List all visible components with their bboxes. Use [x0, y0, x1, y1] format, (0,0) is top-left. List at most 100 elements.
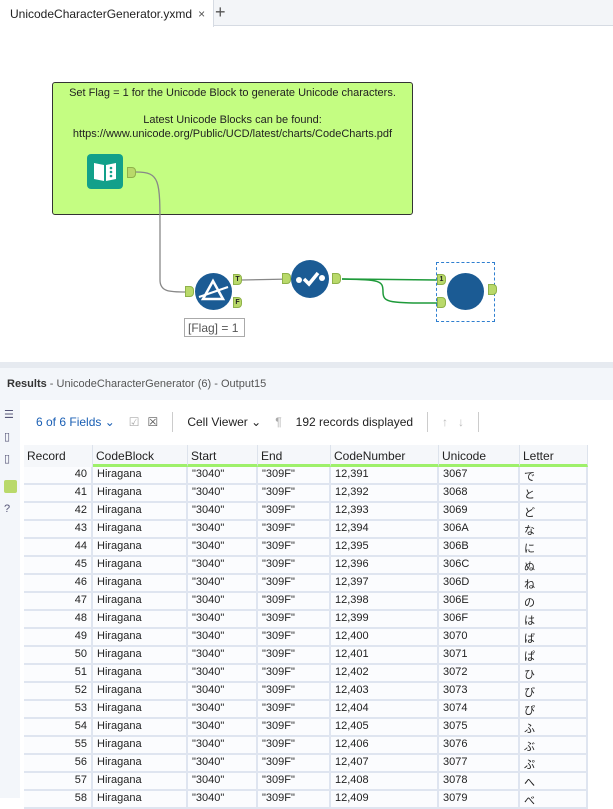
- table-cell[interactable]: "3040": [188, 683, 258, 701]
- table-cell[interactable]: 12,405: [331, 719, 439, 737]
- union-input-port[interactable]: 1: [437, 274, 446, 285]
- table-row[interactable]: 49 Hiragana "3040" "309F" 12,400 3070 ば: [24, 629, 588, 647]
- table-cell[interactable]: 12,409: [331, 791, 439, 809]
- table-cell[interactable]: 12,408: [331, 773, 439, 791]
- table-row[interactable]: 46 Hiragana "3040" "309F" 12,397 306D ね: [24, 575, 588, 593]
- table-cell[interactable]: 54: [24, 719, 93, 737]
- table-cell[interactable]: 40: [24, 467, 93, 485]
- table-cell[interactable]: "3040": [188, 467, 258, 485]
- table-cell[interactable]: 3074: [439, 701, 520, 719]
- table-cell[interactable]: 12,394: [331, 521, 439, 539]
- union-tool-icon[interactable]: [447, 273, 484, 310]
- table-row[interactable]: 48 Hiragana "3040" "309F" 12,399 306F は: [24, 611, 588, 629]
- table-cell[interactable]: へ: [520, 773, 588, 791]
- table-cell[interactable]: Hiragana: [93, 503, 188, 521]
- table-cell[interactable]: "309F": [258, 503, 331, 521]
- table-cell[interactable]: 3067: [439, 467, 520, 485]
- table-cell[interactable]: ね: [520, 575, 588, 593]
- table-cell[interactable]: 3076: [439, 737, 520, 755]
- table-cell[interactable]: 44: [24, 539, 93, 557]
- table-cell[interactable]: Hiragana: [93, 665, 188, 683]
- checkbox-icon[interactable]: ☑: [128, 415, 140, 429]
- close-tab-icon[interactable]: ×: [198, 6, 206, 21]
- output-port[interactable]: [127, 167, 136, 178]
- text-input-tool-icon[interactable]: [87, 154, 123, 189]
- table-cell[interactable]: ば: [520, 629, 588, 647]
- table-cell[interactable]: ど: [520, 503, 588, 521]
- table-cell[interactable]: Hiragana: [93, 593, 188, 611]
- table-cell[interactable]: 12,399: [331, 611, 439, 629]
- table-row[interactable]: 57 Hiragana "3040" "309F" 12,408 3078 へ: [24, 773, 588, 791]
- table-cell[interactable]: 51: [24, 665, 93, 683]
- table-cell[interactable]: "3040": [188, 755, 258, 773]
- table-cell[interactable]: "3040": [188, 737, 258, 755]
- table-cell[interactable]: Hiragana: [93, 629, 188, 647]
- data-anchor-icon[interactable]: [4, 480, 17, 493]
- list-icon[interactable]: ☰: [4, 409, 14, 421]
- table-cell[interactable]: "3040": [188, 593, 258, 611]
- table-cell[interactable]: "3040": [188, 611, 258, 629]
- table-cell[interactable]: 42: [24, 503, 93, 521]
- table-cell[interactable]: "3040": [188, 647, 258, 665]
- table-cell[interactable]: "3040": [188, 629, 258, 647]
- table-cell[interactable]: Hiragana: [93, 539, 188, 557]
- table-cell[interactable]: 306D: [439, 575, 520, 593]
- table-cell[interactable]: "3040": [188, 575, 258, 593]
- table-cell[interactable]: "3040": [188, 719, 258, 737]
- table-cell[interactable]: "309F": [258, 485, 331, 503]
- table-cell[interactable]: 3078: [439, 773, 520, 791]
- table-cell[interactable]: 3079: [439, 791, 520, 809]
- table-cell[interactable]: 3077: [439, 755, 520, 773]
- table-cell[interactable]: 306A: [439, 521, 520, 539]
- table-cell[interactable]: 52: [24, 683, 93, 701]
- table-cell[interactable]: "309F": [258, 737, 331, 755]
- input-port[interactable]: [185, 286, 194, 297]
- table-cell[interactable]: Hiragana: [93, 737, 188, 755]
- table-cell[interactable]: は: [520, 611, 588, 629]
- table-cell[interactable]: ぶ: [520, 737, 588, 755]
- table-cell[interactable]: 3073: [439, 683, 520, 701]
- pane-divider[interactable]: [0, 362, 613, 368]
- column-header[interactable]: Letter: [520, 445, 588, 467]
- table-row[interactable]: 41 Hiragana "3040" "309F" 12,392 3068 と: [24, 485, 588, 503]
- table-cell[interactable]: の: [520, 593, 588, 611]
- table-cell[interactable]: "3040": [188, 485, 258, 503]
- table-cell[interactable]: 3071: [439, 647, 520, 665]
- table-cell[interactable]: 12,392: [331, 485, 439, 503]
- table-row[interactable]: 52 Hiragana "3040" "309F" 12,403 3073 び: [24, 683, 588, 701]
- output-port[interactable]: [488, 284, 497, 295]
- table-cell[interactable]: Hiragana: [93, 485, 188, 503]
- table-cell[interactable]: ひ: [520, 665, 588, 683]
- table-cell[interactable]: "309F": [258, 791, 331, 809]
- table-cell[interactable]: 12,403: [331, 683, 439, 701]
- table-cell[interactable]: 306C: [439, 557, 520, 575]
- table-cell[interactable]: "3040": [188, 521, 258, 539]
- table-cell[interactable]: 57: [24, 773, 93, 791]
- table-cell[interactable]: 12,398: [331, 593, 439, 611]
- table-row[interactable]: 54 Hiragana "3040" "309F" 12,405 3075 ふ: [24, 719, 588, 737]
- table-cell[interactable]: 306E: [439, 593, 520, 611]
- table-cell[interactable]: Hiragana: [93, 791, 188, 809]
- table-cell[interactable]: 41: [24, 485, 93, 503]
- table-cell[interactable]: "3040": [188, 665, 258, 683]
- table-cell[interactable]: 46: [24, 575, 93, 593]
- filter-false-port[interactable]: F: [233, 297, 242, 308]
- table-cell[interactable]: "309F": [258, 521, 331, 539]
- table-cell[interactable]: 3072: [439, 665, 520, 683]
- table-cell[interactable]: び: [520, 683, 588, 701]
- table-cell[interactable]: 3069: [439, 503, 520, 521]
- table-cell[interactable]: 12,391: [331, 467, 439, 485]
- table-cell[interactable]: で: [520, 467, 588, 485]
- table-cell[interactable]: "309F": [258, 719, 331, 737]
- clear-icon[interactable]: ☒: [147, 415, 159, 429]
- table-cell[interactable]: "3040": [188, 539, 258, 557]
- table-cell[interactable]: に: [520, 539, 588, 557]
- table-cell[interactable]: 306B: [439, 539, 520, 557]
- table-cell[interactable]: と: [520, 485, 588, 503]
- table-cell[interactable]: Hiragana: [93, 611, 188, 629]
- comment-box[interactable]: Set Flag = 1 for the Unicode Block to ge…: [52, 82, 413, 215]
- cell-viewer-dropdown[interactable]: Cell Viewer ⌄: [187, 415, 261, 429]
- table-cell[interactable]: "3040": [188, 701, 258, 719]
- column-header[interactable]: Start: [188, 445, 258, 467]
- table-cell[interactable]: ぷ: [520, 755, 588, 773]
